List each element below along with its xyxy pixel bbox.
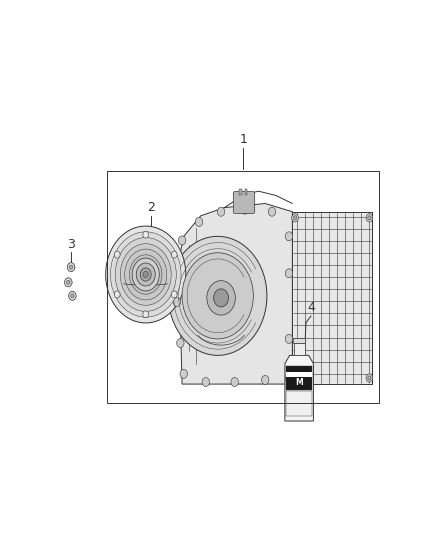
Text: 3: 3 — [67, 238, 75, 251]
Polygon shape — [177, 204, 293, 384]
Circle shape — [140, 268, 151, 281]
Circle shape — [368, 216, 371, 220]
Circle shape — [143, 311, 148, 318]
Circle shape — [132, 258, 159, 291]
Circle shape — [182, 253, 253, 339]
Circle shape — [292, 374, 298, 382]
Circle shape — [217, 207, 225, 216]
Bar — [294, 343, 304, 356]
Circle shape — [125, 249, 167, 300]
Circle shape — [231, 377, 238, 386]
Circle shape — [366, 374, 373, 382]
Text: 4: 4 — [307, 301, 315, 314]
Circle shape — [368, 376, 371, 380]
Circle shape — [106, 226, 186, 323]
Text: 2: 2 — [148, 201, 155, 214]
Bar — [293, 338, 305, 343]
Text: M: M — [295, 377, 303, 386]
Circle shape — [292, 214, 298, 222]
Circle shape — [366, 214, 373, 222]
Circle shape — [261, 375, 269, 384]
Circle shape — [64, 278, 72, 287]
Circle shape — [171, 251, 177, 258]
Circle shape — [67, 263, 75, 272]
Circle shape — [214, 289, 229, 307]
Circle shape — [110, 232, 181, 317]
Bar — [293, 212, 372, 384]
Circle shape — [202, 377, 209, 386]
Circle shape — [169, 236, 267, 356]
Bar — [286, 366, 312, 390]
Circle shape — [115, 238, 176, 311]
Circle shape — [285, 269, 293, 278]
Circle shape — [171, 291, 177, 298]
Circle shape — [67, 280, 70, 284]
Bar — [286, 372, 312, 377]
Bar — [107, 171, 379, 402]
Circle shape — [293, 216, 297, 220]
Circle shape — [241, 205, 249, 214]
Text: 1: 1 — [239, 133, 247, 146]
Circle shape — [114, 291, 120, 298]
Circle shape — [143, 271, 148, 278]
Circle shape — [71, 294, 74, 298]
Circle shape — [120, 244, 171, 305]
Bar — [286, 391, 312, 416]
Circle shape — [180, 369, 187, 378]
Polygon shape — [285, 356, 314, 421]
Circle shape — [173, 297, 181, 306]
Circle shape — [285, 374, 293, 383]
FancyBboxPatch shape — [233, 191, 254, 213]
Circle shape — [285, 334, 293, 343]
Circle shape — [195, 217, 203, 227]
Circle shape — [173, 265, 180, 273]
Bar — [239, 189, 242, 195]
Circle shape — [130, 255, 162, 294]
Circle shape — [114, 251, 120, 258]
Circle shape — [177, 338, 184, 348]
Circle shape — [178, 236, 186, 245]
Circle shape — [293, 376, 297, 380]
Circle shape — [207, 281, 235, 315]
Circle shape — [136, 263, 155, 286]
Circle shape — [285, 232, 293, 241]
Circle shape — [143, 231, 148, 238]
Circle shape — [268, 207, 276, 216]
Circle shape — [69, 265, 73, 269]
Circle shape — [69, 292, 76, 301]
Bar — [244, 189, 247, 195]
